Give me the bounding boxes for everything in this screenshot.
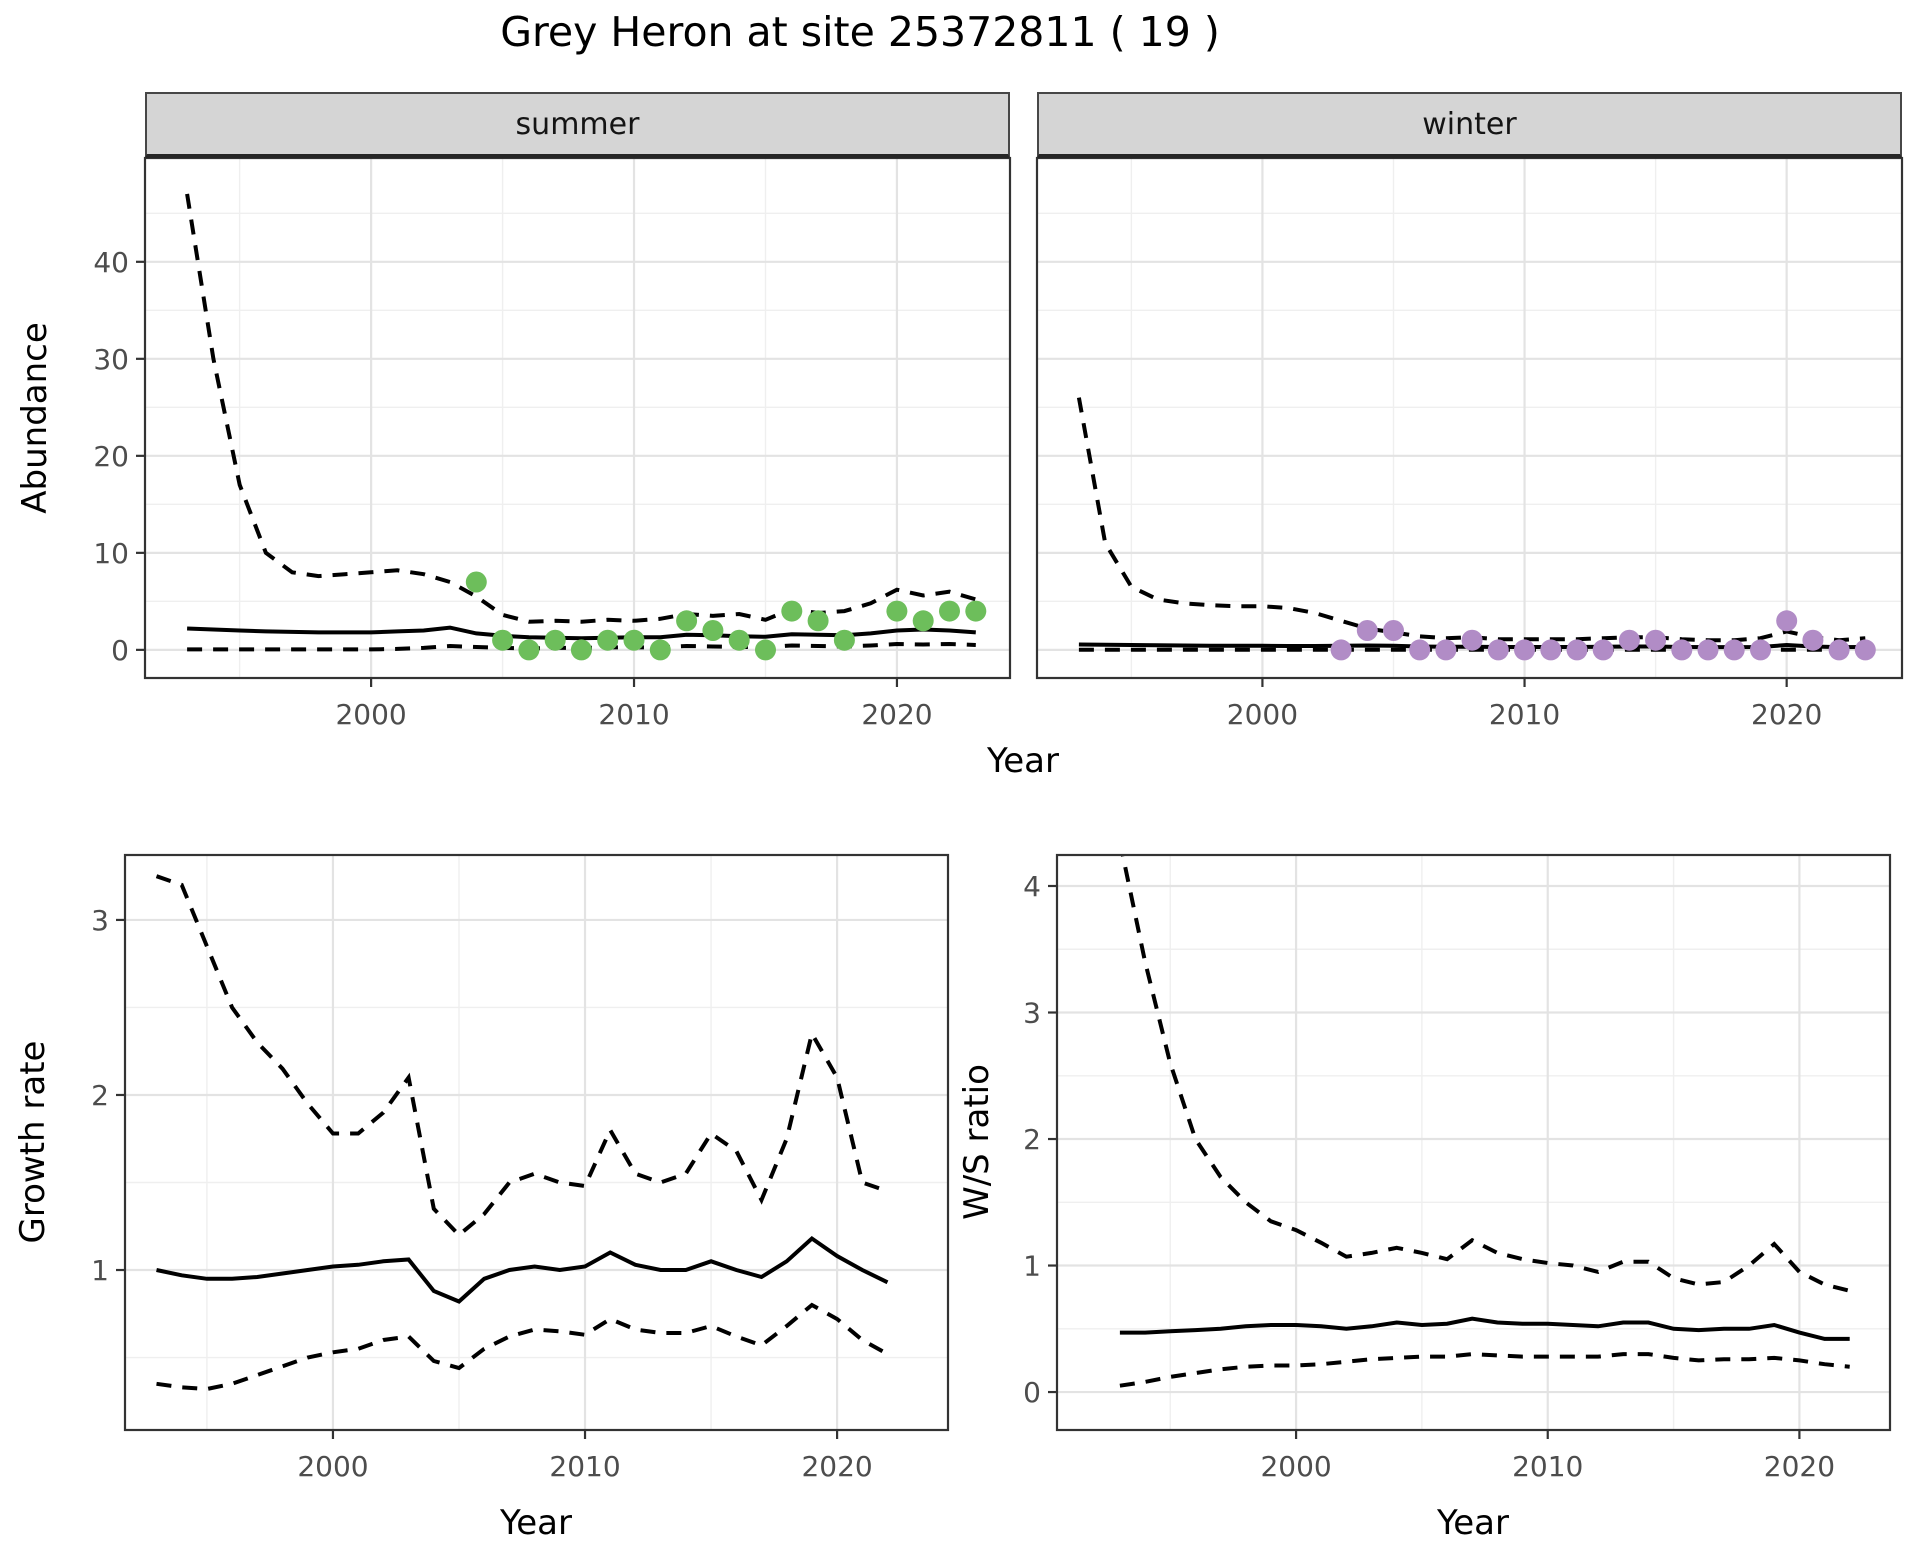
data-point <box>1750 639 1771 661</box>
facet-label-winter: winter <box>1422 106 1517 142</box>
y-tick-label: 2 <box>1023 1123 1041 1156</box>
x-tick-label: 2020 <box>1764 1450 1835 1483</box>
x-tick-label: 2000 <box>335 698 406 731</box>
x-axis-label-year-bottom-right: Year <box>1436 1503 1509 1543</box>
data-point <box>886 600 908 622</box>
data-point <box>1776 610 1798 632</box>
data-point <box>755 639 776 661</box>
y-axis-label-abundance: Abundance <box>15 322 55 514</box>
data-point <box>912 610 934 632</box>
x-tick-label: 2020 <box>801 1450 872 1483</box>
data-point <box>1409 639 1431 661</box>
y-tick-label: 40 <box>93 246 129 279</box>
page-title: Grey Heron at site 25372811 ( 19 ) <box>500 8 1220 56</box>
y-tick-label: 4 <box>1023 870 1041 903</box>
facet-strip-summer: summer <box>145 92 1010 158</box>
data-point <box>1592 639 1614 661</box>
data-point <box>570 639 592 661</box>
data-point <box>676 610 698 632</box>
x-tick-label: 2020 <box>1751 698 1822 731</box>
y-tick-label: 2 <box>91 1079 109 1112</box>
data-point <box>1671 639 1693 661</box>
y-axis-label-growth-rate: Growth rate <box>13 1041 53 1244</box>
data-point <box>781 600 803 622</box>
data-point <box>597 629 619 651</box>
x-axis-label-year-top: Year <box>986 741 1059 781</box>
data-point <box>465 571 487 593</box>
data-point <box>1330 639 1352 661</box>
data-point <box>965 600 987 622</box>
data-point <box>702 620 724 641</box>
y-tick-label: 10 <box>93 537 129 570</box>
data-point <box>939 600 960 622</box>
data-point <box>1487 639 1509 661</box>
x-tick-label: 2000 <box>1227 698 1298 731</box>
data-point <box>1566 639 1588 661</box>
data-point <box>1356 620 1378 641</box>
data-point <box>492 629 514 651</box>
data-point <box>833 629 855 651</box>
data-point <box>518 639 540 661</box>
data-point <box>1435 639 1457 661</box>
data-point <box>1854 639 1876 661</box>
y-axis-label-ws-ratio: W/S ratio <box>957 1064 997 1220</box>
data-point <box>1697 639 1719 661</box>
y-tick-label: 30 <box>93 343 129 376</box>
facet-strip-winter: winter <box>1037 92 1902 158</box>
y-tick-label: 1 <box>91 1254 109 1287</box>
x-tick-label: 2020 <box>861 698 932 731</box>
x-tick-label: 2010 <box>549 1450 620 1483</box>
data-point <box>1383 620 1404 641</box>
data-point <box>1514 639 1535 661</box>
y-tick-label: 3 <box>91 904 109 937</box>
data-point <box>807 610 829 632</box>
y-tick-label: 1 <box>1023 1250 1041 1283</box>
x-axis-label-year-bottom-left: Year <box>499 1503 572 1543</box>
data-point <box>1802 629 1824 651</box>
data-point <box>623 629 645 651</box>
x-tick-label: 2010 <box>598 698 669 731</box>
data-point <box>1828 639 1850 661</box>
y-tick-label: 0 <box>1023 1376 1041 1409</box>
x-tick-label: 2010 <box>1512 1450 1583 1483</box>
data-point <box>1645 629 1667 651</box>
x-tick-label: 2000 <box>1260 1450 1331 1483</box>
facet-label-summer: summer <box>515 106 640 142</box>
y-tick-label: 0 <box>111 634 129 667</box>
data-point <box>1618 629 1640 651</box>
y-tick-label: 3 <box>1023 997 1041 1030</box>
data-point <box>1540 639 1562 661</box>
x-tick-label: 2010 <box>1489 698 1560 731</box>
data-point <box>1461 629 1483 651</box>
x-tick-label: 2000 <box>297 1450 368 1483</box>
data-point <box>728 629 750 651</box>
data-point <box>1723 639 1745 661</box>
data-point <box>544 629 566 651</box>
data-point <box>649 639 671 661</box>
y-tick-label: 20 <box>93 440 129 473</box>
